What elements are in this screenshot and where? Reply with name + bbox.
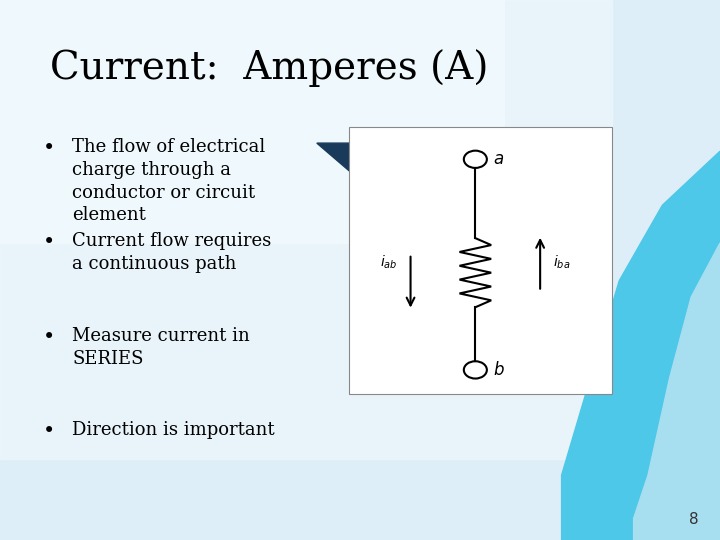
Bar [0,0,504,243]
Text: The flow of electrical
charge through a
conductor or circuit
element: The flow of electrical charge through a … [72,138,265,225]
Bar [349,127,612,394]
Text: •: • [43,421,55,441]
Text: Measure current in
SERIES: Measure current in SERIES [72,327,250,368]
Text: Current:  Amperes (A): Current: Amperes (A) [50,49,489,86]
Text: $i_{ba}$: $i_{ba}$ [553,253,570,271]
Circle shape [464,361,487,379]
Text: •: • [43,138,55,158]
Polygon shape [562,151,720,540]
Text: Direction is important: Direction is important [72,421,274,439]
Polygon shape [317,143,403,186]
Text: Current flow requires
a continuous path: Current flow requires a continuous path [72,232,271,273]
Bar [0,0,612,459]
Text: $a$: $a$ [493,151,505,168]
Circle shape [464,151,487,168]
Text: •: • [43,327,55,347]
Polygon shape [634,243,720,540]
Text: $i_{ab}$: $i_{ab}$ [380,253,397,271]
Text: $b$: $b$ [493,361,505,379]
Text: 8: 8 [689,511,698,526]
Text: •: • [43,232,55,252]
